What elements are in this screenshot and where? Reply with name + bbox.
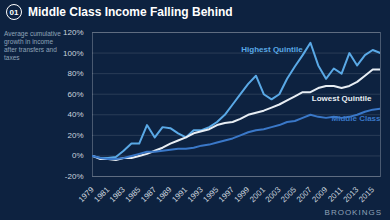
- html-text:Average cumulative growth in i: Average cumulative growth in income afte…: [4, 30, 61, 61]
- svg-text:1981: 1981: [92, 185, 111, 204]
- svg-text:2007: 2007: [295, 185, 314, 204]
- svg-text:2003: 2003: [264, 185, 283, 204]
- html-text:Middle Class Income Falling Be: Middle Class Income Falling Behind: [28, 5, 233, 19]
- svg-text:1987: 1987: [139, 185, 158, 204]
- svg-text:1983: 1983: [108, 185, 127, 204]
- svg-text:2013: 2013: [341, 185, 360, 204]
- svg-text:Lowest Quintile: Lowest Quintile: [312, 94, 372, 103]
- svg-text:100%: 100%: [63, 49, 83, 58]
- svg-text:1997: 1997: [217, 185, 236, 204]
- svg-text:2011: 2011: [326, 185, 345, 204]
- svg-text:1993: 1993: [186, 185, 205, 204]
- svg-text:1979: 1979: [77, 185, 96, 204]
- svg-text:1989: 1989: [155, 185, 174, 204]
- svg-text:80%: 80%: [67, 69, 83, 78]
- svg-text:120%: 120%: [63, 28, 83, 37]
- svg-text:-20%: -20%: [65, 172, 84, 181]
- svg-text:2009: 2009: [310, 185, 329, 204]
- svg-text:2001: 2001: [248, 185, 267, 204]
- svg-text:60%: 60%: [67, 90, 83, 99]
- svg-text:1999: 1999: [232, 185, 251, 204]
- svg-text:0%: 0%: [72, 151, 84, 160]
- svg-text:20%: 20%: [67, 131, 83, 140]
- html-text:01: 01: [9, 7, 19, 17]
- svg-text:40%: 40%: [67, 110, 83, 119]
- svg-text:2005: 2005: [279, 185, 298, 204]
- html-text:BROOKINGS: BROOKINGS: [324, 208, 382, 217]
- svg-text:1985: 1985: [123, 185, 142, 204]
- svg-text:Middle Class: Middle Class: [332, 114, 381, 123]
- svg-text:2015: 2015: [357, 185, 376, 204]
- svg-text:1995: 1995: [201, 185, 220, 204]
- svg-text:Highest Quintile: Highest Quintile: [241, 45, 303, 54]
- svg-text:1991: 1991: [170, 185, 189, 204]
